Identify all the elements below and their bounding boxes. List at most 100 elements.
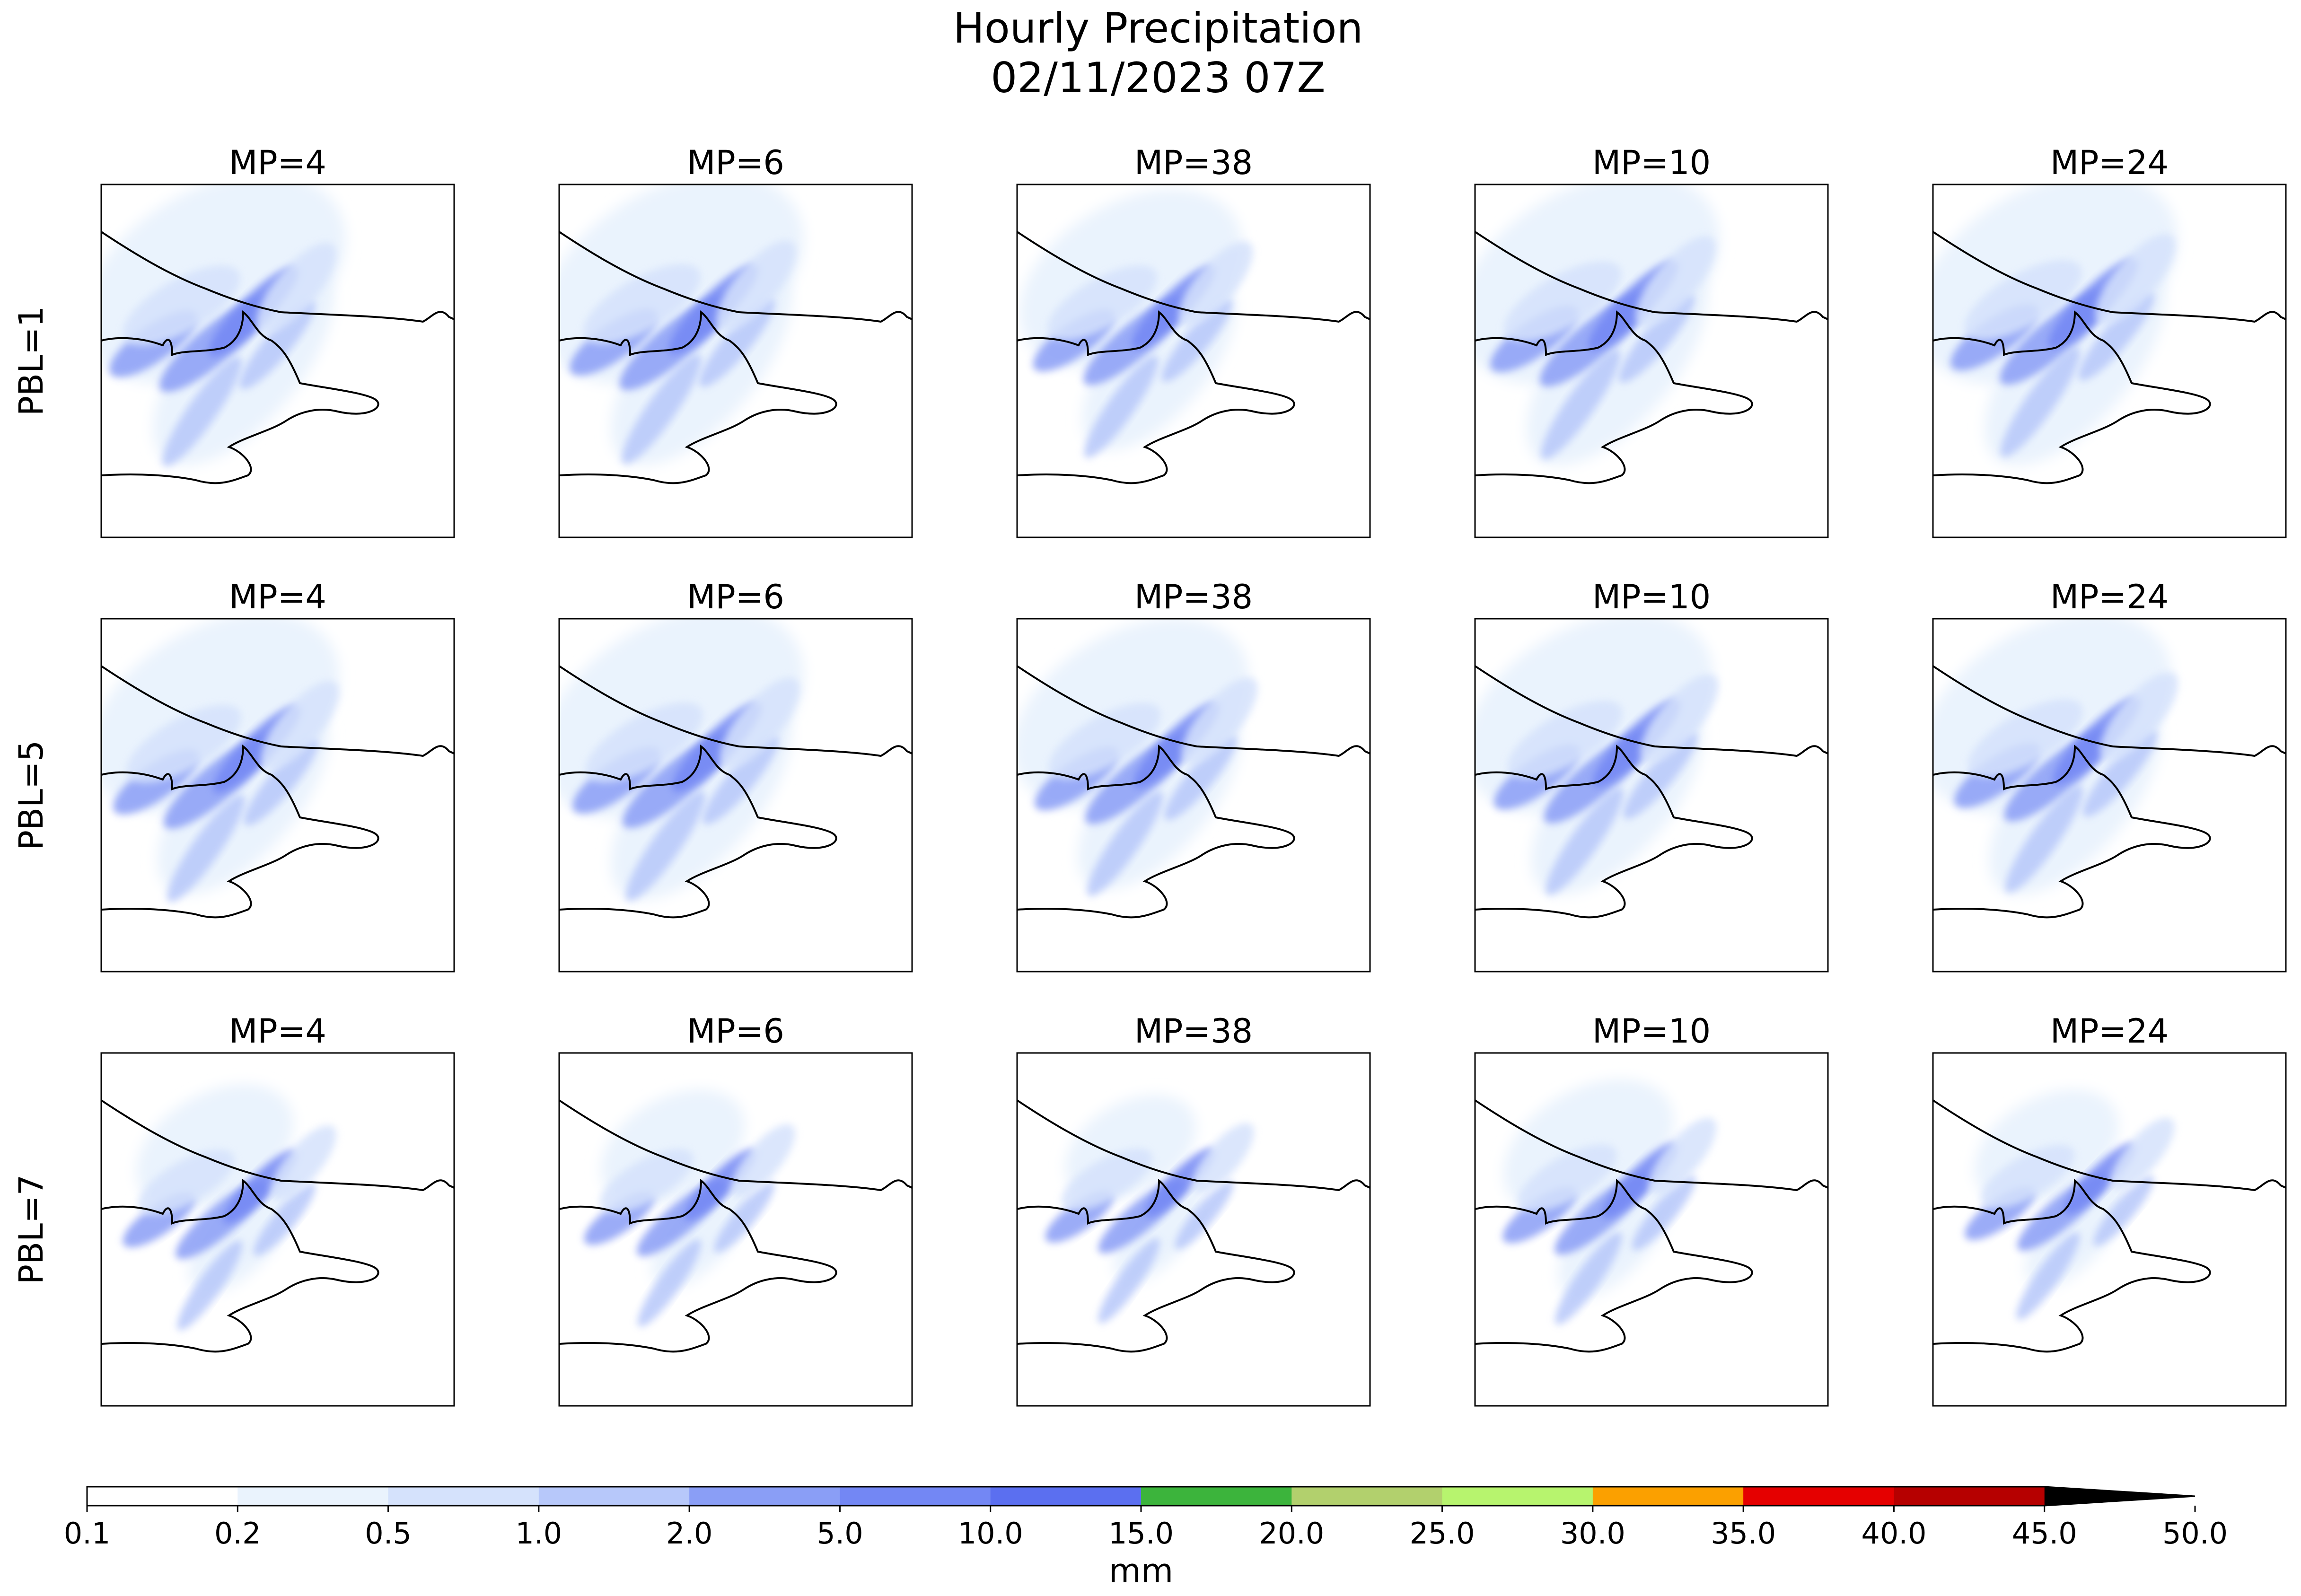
coastline-south xyxy=(1933,744,2211,919)
coastline-north xyxy=(1017,231,1370,323)
precip-band xyxy=(2095,234,2176,325)
panel-r2-c3: MP=38 xyxy=(1016,578,1371,973)
precip-band xyxy=(1145,1148,1215,1218)
colorbar-segment xyxy=(990,1487,1142,1506)
panel-r1-c3: MP=38 xyxy=(1016,143,1371,538)
precip-band xyxy=(1192,1123,1254,1194)
colorbar-segment xyxy=(1442,1487,1593,1506)
coastline-north xyxy=(1017,1099,1370,1192)
coastline-south xyxy=(1933,1178,2211,1353)
precip-band xyxy=(1164,735,1237,820)
panel-r1-c5: MP=24 xyxy=(1932,143,2287,538)
precip-band xyxy=(2093,1175,2154,1246)
colorbar-tick-label: 15.0 xyxy=(1108,1516,1174,1551)
panel-title: MP=10 xyxy=(1592,1012,1711,1051)
panel-title: MP=6 xyxy=(687,578,784,616)
precip-band xyxy=(138,1149,235,1215)
colorbar-segment xyxy=(237,1487,389,1506)
figure-title-line2: 02/11/2023 07Z xyxy=(991,53,1325,102)
colorbar-tick-label: 2.0 xyxy=(666,1516,713,1551)
precip-band xyxy=(1087,791,1163,896)
precip-band xyxy=(699,298,775,387)
precip-band xyxy=(703,736,779,824)
colorbar-tick-label: 1.0 xyxy=(516,1516,562,1551)
panel-title: MP=38 xyxy=(1134,1012,1253,1051)
panel-title: MP=10 xyxy=(1592,578,1711,616)
coastline-south xyxy=(1933,310,2211,484)
panel-frame xyxy=(100,1052,455,1407)
colorbar: 0.1 0.2 0.5 1.0 2.0 5.0 10.0 15.0 20.0 25.0 30.0 35… xyxy=(64,1486,2228,1590)
precip-band xyxy=(162,356,242,466)
panel-r3-c5: MP=24 xyxy=(1932,1012,2287,1407)
precip-band xyxy=(1640,674,1719,764)
precip-band xyxy=(2000,347,2080,457)
precip-field xyxy=(559,619,912,972)
precip-band xyxy=(1981,1144,2075,1209)
colorbar-segment xyxy=(1743,1487,1894,1506)
precip-band xyxy=(1503,261,1622,342)
coastline-south xyxy=(1017,1178,1295,1353)
panel-r2-c2: MP=6 xyxy=(558,578,913,973)
colorbar-label: mm xyxy=(1109,1552,1173,1590)
colorbar-segment xyxy=(538,1487,690,1506)
panel-title: MP=6 xyxy=(687,143,784,182)
panel-r3-c1: MP=4 xyxy=(100,1012,455,1407)
coastline-south xyxy=(101,1178,379,1353)
panel-r2-c5: MP=24 xyxy=(1932,578,2287,973)
panel-title: MP=24 xyxy=(2050,1012,2169,1051)
panel-r3-c4: MP=10 xyxy=(1474,1012,1829,1407)
panel-frame xyxy=(100,184,455,538)
colorbar-segment xyxy=(1141,1487,1292,1506)
precip-band xyxy=(1048,702,1161,780)
panel-grid: MP=4 MP=6 MP=38 MP=10 MP=24 MP=4 MP=6 MP=38 MP=1… xyxy=(100,143,2287,1407)
precip-band xyxy=(2099,672,2178,762)
coastline-north xyxy=(559,231,912,323)
panel-r1-c1: MP=4 xyxy=(100,143,455,538)
coastline-south xyxy=(1475,744,1753,919)
colorbar-segment xyxy=(1592,1487,1744,1506)
panel-title: MP=38 xyxy=(1134,578,1253,616)
colorbar-segment xyxy=(388,1487,539,1506)
precip-band xyxy=(1632,1175,1696,1251)
panel-title: MP=38 xyxy=(1134,143,1253,182)
precip-band xyxy=(2083,730,2157,817)
precip-band xyxy=(126,704,242,783)
precip-field xyxy=(1017,184,1370,537)
precip-band xyxy=(1518,1144,1617,1212)
precip-band xyxy=(1161,299,1232,382)
coastline-north xyxy=(1475,231,1828,323)
colorbar-tick-label: 35.0 xyxy=(1711,1516,1776,1551)
panel-frame xyxy=(1474,184,1829,538)
coastline-north xyxy=(559,1099,912,1192)
precip-band xyxy=(1507,700,1623,779)
panel-frame xyxy=(1016,618,1371,973)
precip-field xyxy=(101,619,454,972)
panel-r3-c3: MP=38 xyxy=(1016,1012,1371,1407)
precip-band xyxy=(1084,355,1159,458)
row-label: PBL=5 xyxy=(12,740,51,850)
colorbar-segment xyxy=(87,1487,238,1506)
panel-title: MP=24 xyxy=(2050,578,2169,616)
precip-band xyxy=(253,1183,316,1256)
precip-band xyxy=(2110,1117,2175,1191)
panel-title: MP=24 xyxy=(2050,143,2169,182)
precip-band xyxy=(2005,785,2083,893)
coastline-north xyxy=(1475,665,1828,757)
figure-title-line1: Hourly Precipitation xyxy=(953,4,1363,53)
coastline-south xyxy=(559,310,837,484)
precip-band xyxy=(599,1149,694,1213)
colorbar-tick-label: 30.0 xyxy=(1560,1516,1625,1551)
panel-frame xyxy=(1932,184,2287,538)
panel-frame xyxy=(1474,1052,1829,1407)
colorbar-tick-label: 5.0 xyxy=(817,1516,863,1551)
colorbar-segment xyxy=(1291,1487,1443,1506)
colorbar-tick-label: 45.0 xyxy=(2012,1516,2077,1551)
precip-band xyxy=(1649,1118,1717,1195)
panel-frame xyxy=(558,184,913,538)
precip-band xyxy=(1178,241,1253,326)
precip-band xyxy=(261,681,339,770)
coastline-south xyxy=(1017,744,1295,919)
precip-band xyxy=(2016,1232,2080,1320)
precip-band xyxy=(1967,699,2083,778)
